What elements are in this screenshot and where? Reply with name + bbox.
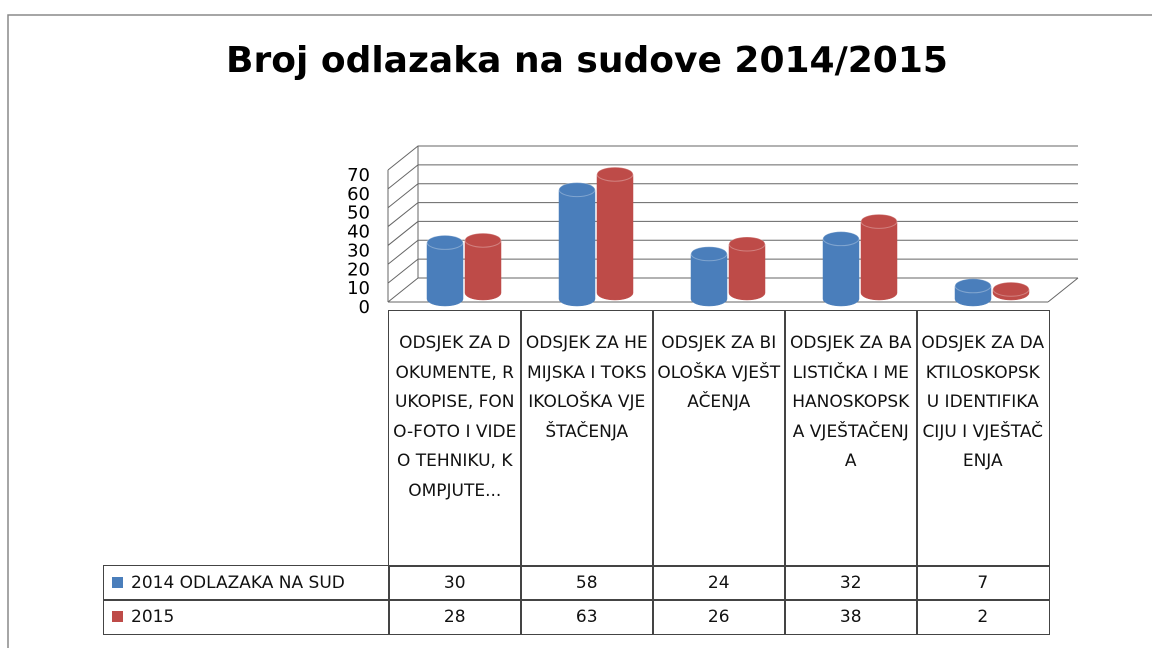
bar-top (690, 246, 728, 262)
bar (464, 239, 502, 301)
bar-top (992, 281, 1030, 297)
table-value: 32 (784, 565, 918, 601)
bar (822, 238, 860, 307)
legend-label: 2014 ODLAZAKA NA SUD (131, 572, 345, 593)
legend-label: 2015 (131, 606, 175, 627)
grid-line (387, 145, 1078, 171)
y-tick-label: 60 (347, 184, 370, 205)
floor-edge (1047, 277, 1079, 303)
bar-top (728, 236, 766, 252)
category-label: ODSJEK ZA DAKTILOSKOPSKU IDENTIFIKACIJU … (916, 310, 1050, 567)
y-tick-label: 10 (347, 278, 370, 299)
bar-top (426, 234, 464, 250)
chart-title: Broj odlazaka na sudove 2014/2015 (226, 40, 948, 81)
grid-line (387, 164, 1078, 190)
bar (690, 253, 728, 307)
legend-swatch (112, 577, 123, 589)
legend-entry: 2015 (103, 599, 390, 635)
y-tick-label: 70 (347, 165, 370, 186)
bar-top (558, 182, 596, 198)
bar (558, 189, 596, 307)
grid-line (387, 202, 1078, 227)
table-value: 7 (916, 565, 1050, 601)
bar-top (596, 166, 634, 182)
bar (596, 173, 634, 301)
legend-swatch (112, 611, 123, 623)
frame (7, 14, 1152, 648)
category-label: ODSJEK ZA BIOLOŠKA VJEŠTAČENJA (652, 310, 786, 567)
grid-line (387, 183, 1078, 209)
table-value: 38 (784, 599, 918, 635)
y-tick-label: 30 (347, 240, 370, 261)
table-value: 26 (652, 599, 786, 635)
table-value: 2 (916, 599, 1050, 635)
category-label: ODSJEK ZA DOKUMENTE, RUKOPISE, FONO-FOTO… (388, 310, 522, 567)
bar (426, 242, 464, 307)
table-value: 58 (520, 565, 654, 601)
category-label: ODSJEK ZA BALISTIČKA I MEHANOSKOPSKA VJE… (784, 310, 918, 567)
y-tick-label: 20 (347, 259, 370, 280)
y-tick-label: 50 (347, 203, 370, 224)
category-label: ODSJEK ZA HEMIJSKA I TOKSIKOLOŠKA VJEŠTA… (520, 310, 654, 567)
bar-top (464, 232, 502, 248)
bar (728, 243, 766, 301)
bar-top (954, 278, 992, 294)
table-value: 28 (388, 599, 522, 635)
bar (860, 221, 898, 301)
y-tick-label: 0 (359, 297, 370, 318)
bar-top (860, 213, 898, 229)
y-tick-label: 40 (347, 222, 370, 243)
bar-top (822, 231, 860, 247)
table-value: 30 (388, 565, 522, 601)
legend-entry: 2014 ODLAZAKA NA SUD (103, 565, 390, 601)
table-value: 24 (652, 565, 786, 601)
table-value: 63 (520, 599, 654, 635)
